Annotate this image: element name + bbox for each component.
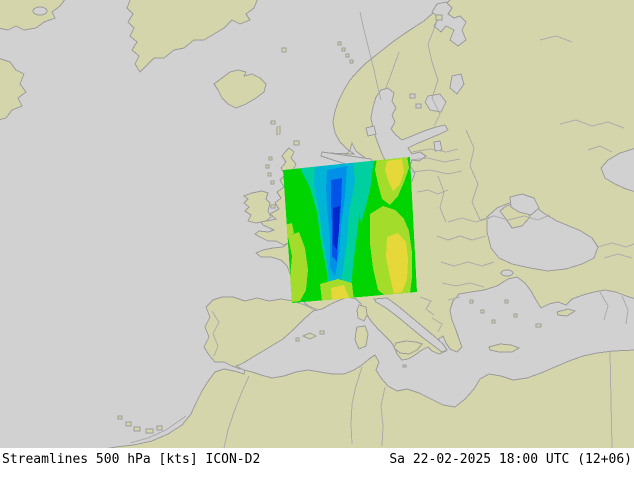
canary-islands bbox=[117, 415, 163, 434]
balearic-islands bbox=[301, 332, 318, 340]
country-borders bbox=[129, 11, 634, 448]
sea-of-marmara bbox=[500, 269, 514, 277]
greenland-landmass bbox=[0, 0, 258, 121]
orkney-islands bbox=[293, 140, 300, 146]
wind-speed-legend: 102030405060708090>100 bbox=[0, 467, 634, 490]
corsica-island bbox=[356, 304, 368, 322]
caspian-sea bbox=[600, 148, 634, 192]
sicily-island bbox=[393, 340, 423, 355]
greenland-lake bbox=[32, 6, 48, 16]
cyprus-island bbox=[556, 308, 577, 317]
crete-island bbox=[488, 343, 521, 353]
rhodes-island bbox=[535, 323, 542, 328]
wind-10kt-patches bbox=[331, 159, 408, 302]
white-sea bbox=[431, 1, 467, 47]
plot-title: Streamlines 500 hPa [kts] ICON-D2 bbox=[2, 452, 261, 467]
shetland-islands bbox=[276, 125, 281, 136]
isle-of-man bbox=[270, 204, 276, 209]
black-sea-region bbox=[486, 193, 599, 277]
wind-max-streak bbox=[333, 206, 340, 250]
lakes bbox=[365, 73, 465, 152]
sardinia-island bbox=[354, 325, 369, 350]
malta-island bbox=[402, 364, 407, 368]
mediterranean-islands bbox=[295, 299, 577, 368]
plot-footer: Streamlines 500 hPa [kts] ICON-D2 Sa 22-… bbox=[0, 448, 634, 490]
ireland-island bbox=[242, 190, 272, 224]
mediterranean-sea bbox=[234, 276, 634, 408]
europe-weather-map bbox=[0, 0, 634, 448]
iceland-island bbox=[213, 69, 267, 109]
kolguyev-island bbox=[435, 14, 443, 21]
jan-mayen-island bbox=[281, 47, 287, 53]
valid-time: Sa 22-02-2025 18:00 UTC (12+06) bbox=[389, 452, 632, 467]
lofoten-islands bbox=[337, 14, 443, 64]
faroe-islands bbox=[270, 120, 276, 125]
sea-of-azov bbox=[509, 193, 540, 216]
adriatic-sea bbox=[373, 297, 448, 353]
icon-d2-domain-overlay bbox=[283, 157, 417, 303]
